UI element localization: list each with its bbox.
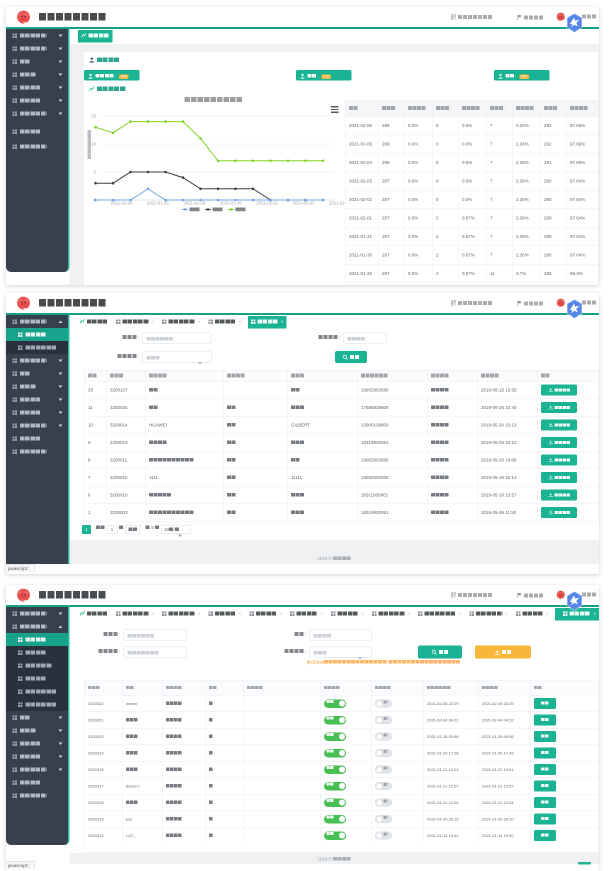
svg-text:5: 5: [93, 170, 96, 175]
svg-text:2021-02-01: 2021-02-01: [256, 201, 278, 206]
svg-text:2021-02-05: 2021-02-05: [329, 201, 349, 206]
svg-text:15: 15: [91, 114, 97, 119]
svg-text:2021-01-28: 2021-01-28: [183, 201, 205, 206]
svg-text:2021-01-26: 2021-01-26: [147, 201, 169, 206]
svg-text:2021-01-30: 2021-01-30: [220, 201, 242, 206]
svg-text:2021-02-03: 2021-02-03: [293, 201, 315, 206]
svg-text:2021-01-24: 2021-01-24: [111, 201, 133, 206]
svg-text:10: 10: [91, 142, 97, 147]
